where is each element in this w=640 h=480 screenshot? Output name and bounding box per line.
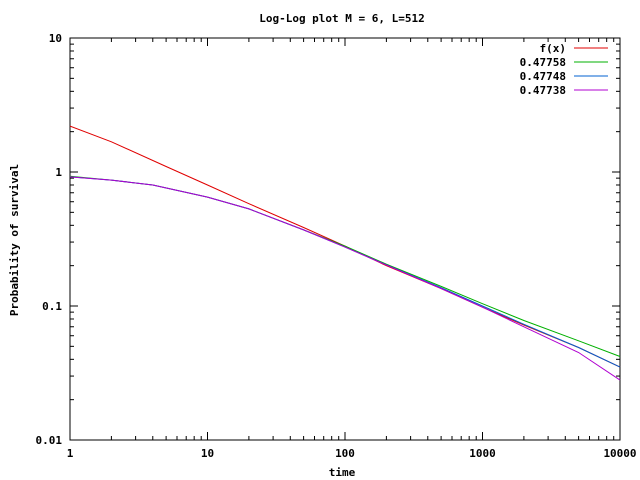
- y-tick-label: 1: [55, 166, 62, 179]
- plot-frame: [69, 37, 621, 441]
- series-group: [69, 125, 621, 381]
- x-tick-label: 10: [201, 447, 214, 460]
- x-axis-label: time: [329, 466, 356, 479]
- x-tick-label: 10000: [603, 447, 636, 460]
- series-line-3: [69, 176, 621, 368]
- y-axis-label: Probability of survival: [8, 164, 21, 316]
- axis-ticks: 1 10 100 1000 10000 0.01 0.1 1 10: [36, 32, 637, 460]
- y-tick-label: 0.01: [36, 434, 63, 447]
- x-tick-label: 100: [335, 447, 355, 460]
- legend-label-1: f(x): [540, 42, 567, 55]
- legend-label-4: 0.47738: [520, 84, 566, 97]
- series-line-4: [69, 176, 621, 381]
- legend-label-3: 0.47748: [520, 70, 566, 83]
- chart-title: Log-Log plot M = 6, L=512: [259, 12, 425, 25]
- y-tick-label: 10: [49, 32, 62, 45]
- x-tick-label: 1: [67, 447, 74, 460]
- legend-label-2: 0.47758: [520, 56, 566, 69]
- y-tick-label: 0.1: [42, 300, 62, 313]
- series-line-2: [69, 175, 621, 357]
- x-tick-label: 1000: [469, 447, 496, 460]
